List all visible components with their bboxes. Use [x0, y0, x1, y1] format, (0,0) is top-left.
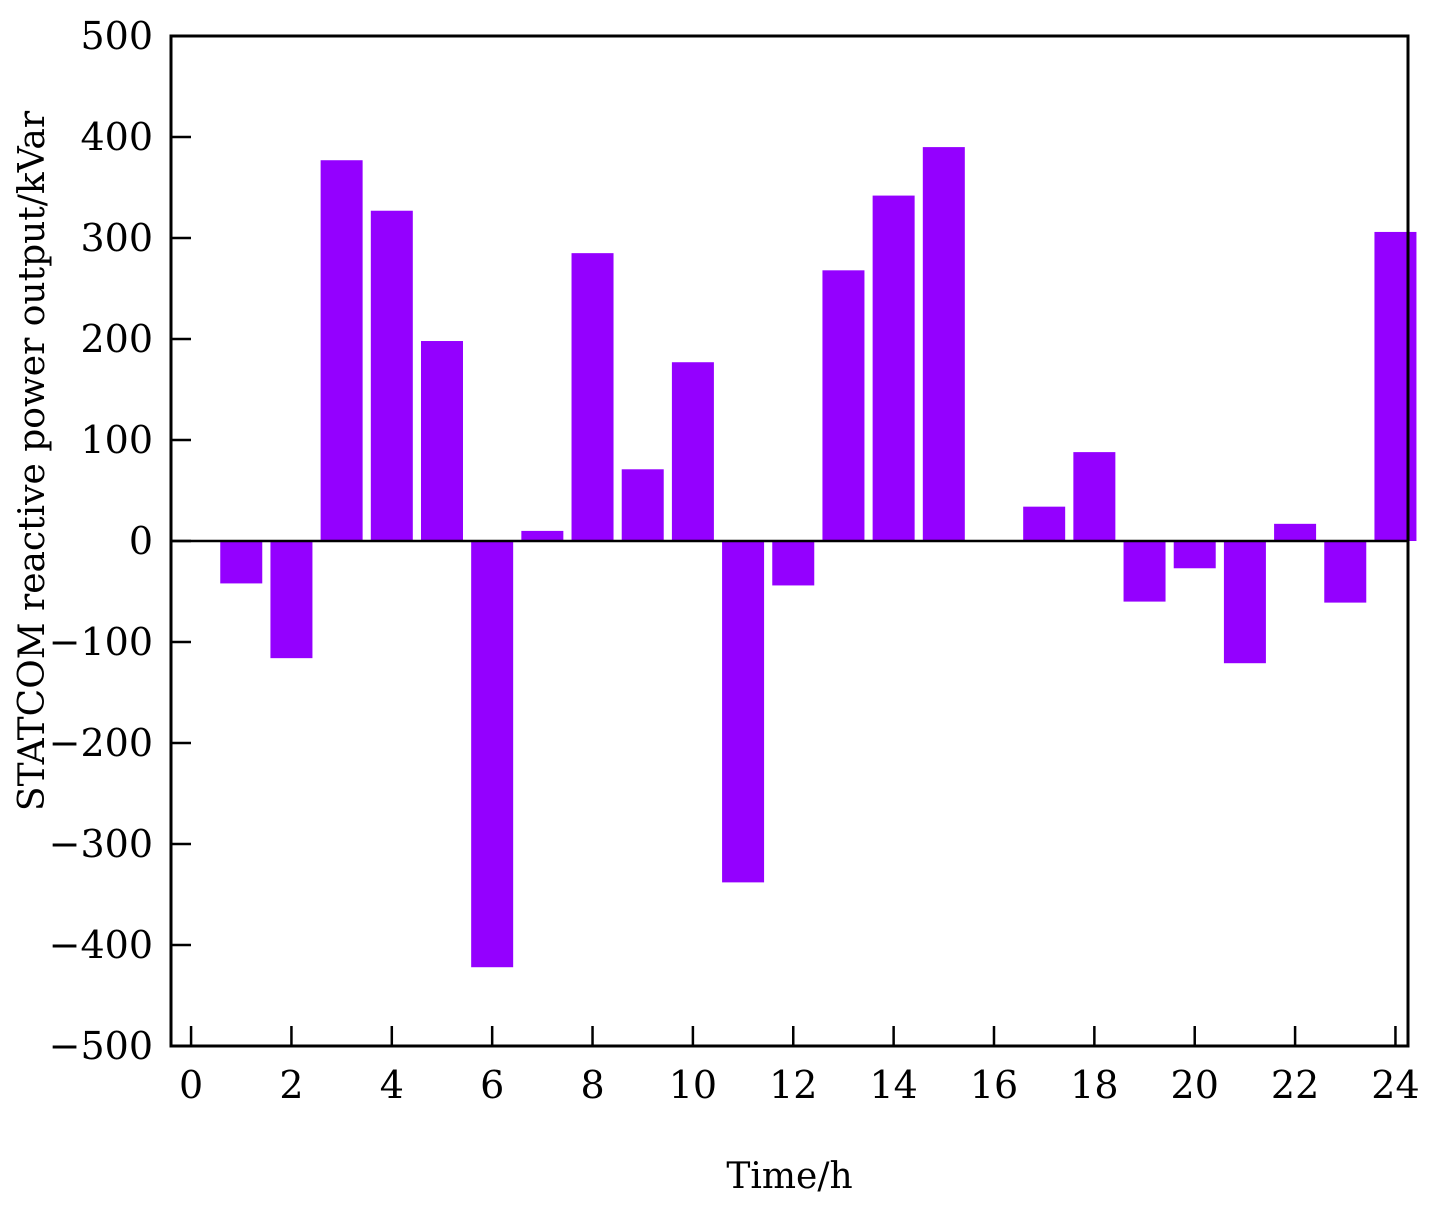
x-tick-label-22: 22 [1271, 1063, 1319, 1107]
bar-hour-6 [471, 541, 514, 968]
bar-hour-4 [370, 210, 413, 542]
bar-hour-18 [1073, 452, 1116, 541]
bar-hour-11 [722, 541, 765, 883]
x-tick-label-24: 24 [1371, 1063, 1419, 1107]
y-tick-label-200: 200 [80, 317, 153, 361]
bars-group [220, 147, 1417, 968]
y-tick-label-500: 500 [80, 14, 153, 58]
x-tick-label-0: 0 [179, 1063, 203, 1107]
bar-hour-23 [1324, 541, 1367, 603]
bar-hour-12 [772, 541, 815, 586]
bar-hour-10 [671, 362, 714, 541]
x-tick-label-2: 2 [279, 1063, 303, 1107]
y-tick-label--500: −500 [49, 1024, 153, 1068]
y-tick-label-300: 300 [80, 216, 153, 260]
x-tick-label-14: 14 [869, 1063, 917, 1107]
x-axis-ticks [189, 1026, 1397, 1046]
bar-hour-17 [1023, 506, 1066, 541]
bar-hour-13 [822, 270, 865, 541]
bar-hour-22 [1274, 523, 1317, 541]
bar-hour-1 [220, 541, 263, 584]
y-axis-title: STATCOM reactive power output/kVar [12, 110, 53, 811]
x-tick-label-4: 4 [380, 1063, 404, 1107]
bar-hour-7 [521, 530, 564, 541]
x-tick-label-6: 6 [480, 1063, 504, 1107]
bar-hour-3 [320, 160, 363, 542]
y-tick-label--200: −200 [49, 721, 153, 765]
bar-hour-24 [1374, 231, 1417, 541]
bar-hour-2 [270, 541, 313, 659]
y-axis-tick-labels: −500 −400 −300 −200 −100 0 100 200 300 400 500 [49, 14, 153, 1068]
x-axis-title: Time/h [726, 1156, 852, 1197]
y-tick-label--400: −400 [49, 923, 153, 967]
x-tick-label-8: 8 [580, 1063, 604, 1107]
bar-hour-15 [922, 147, 965, 541]
bar-hour-19 [1123, 541, 1166, 602]
x-tick-label-16: 16 [970, 1063, 1018, 1107]
x-axis-tick-labels: 0 2 4 6 8 10 12 14 16 18 20 22 24 [179, 1063, 1420, 1107]
y-axis-ticks [171, 34, 191, 1048]
y-tick-label-400: 400 [80, 115, 153, 159]
x-tick-label-20: 20 [1171, 1063, 1219, 1107]
bar-hour-5 [420, 341, 463, 541]
x-tick-label-10: 10 [669, 1063, 717, 1107]
bar-hour-14 [872, 195, 915, 541]
y-tick-label-100: 100 [80, 418, 153, 462]
x-tick-label-18: 18 [1070, 1063, 1118, 1107]
bar-hour-9 [621, 469, 664, 541]
y-tick-label-0: 0 [129, 519, 153, 563]
bar-hour-20 [1173, 541, 1216, 569]
x-tick-label-12: 12 [769, 1063, 817, 1107]
bar-hour-8 [571, 253, 614, 541]
y-tick-label--300: −300 [49, 822, 153, 866]
y-tick-label--100: −100 [49, 620, 153, 664]
bar-hour-21 [1223, 541, 1266, 664]
